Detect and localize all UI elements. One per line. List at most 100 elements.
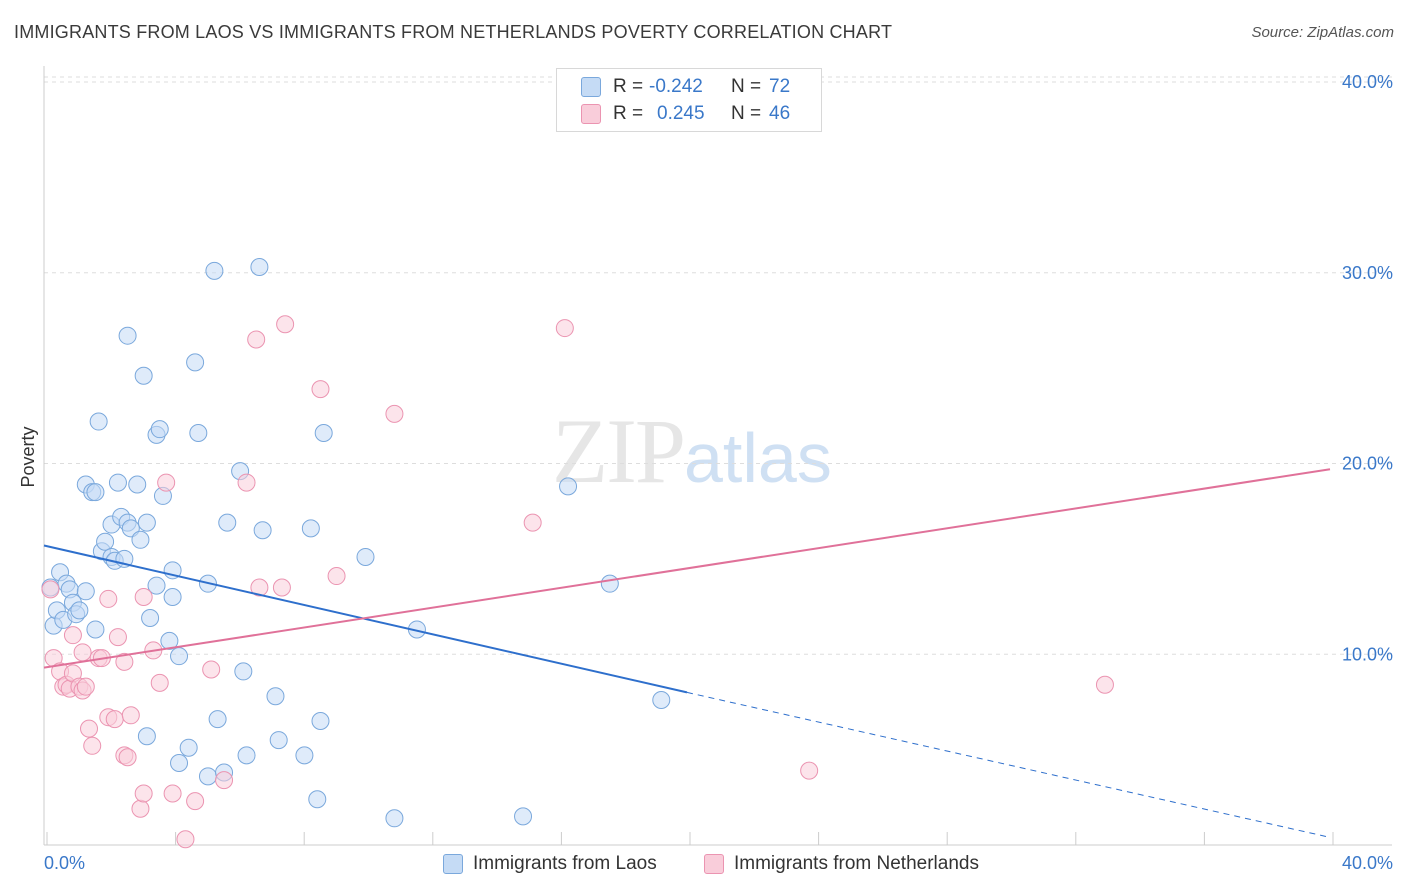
- point-laos: [559, 477, 578, 496]
- point-netherlands: [555, 319, 574, 338]
- point-netherlands: [157, 473, 176, 492]
- point-netherlands: [523, 513, 542, 532]
- legend-row-netherlands: R = 0.245 N = 46: [581, 102, 790, 126]
- point-netherlands: [311, 380, 330, 399]
- point-netherlands: [83, 736, 102, 755]
- legend-r-label: R =: [613, 76, 644, 97]
- point-netherlands: [63, 626, 82, 645]
- point-laos: [311, 712, 330, 731]
- point-netherlands: [327, 567, 346, 586]
- legend-swatch-laos: [581, 77, 601, 97]
- point-laos: [170, 647, 189, 666]
- point-netherlands: [202, 660, 221, 679]
- point-laos: [76, 582, 95, 601]
- series-netherlands-points: [41, 315, 1114, 849]
- point-netherlands: [121, 706, 140, 725]
- point-laos: [170, 753, 189, 772]
- point-netherlands: [108, 628, 127, 647]
- point-laos: [131, 530, 150, 549]
- point-laos: [150, 420, 169, 439]
- legend-swatch-netherlands: [581, 104, 601, 124]
- grid-lines: [44, 76, 1392, 655]
- point-laos: [253, 521, 272, 540]
- point-laos: [237, 746, 256, 765]
- legend-r-value-netherlands: 0.245: [657, 103, 705, 124]
- point-netherlands: [272, 578, 291, 597]
- point-laos: [652, 691, 671, 710]
- point-laos: [186, 353, 205, 372]
- tick-labels: 10.0% 20.0% 30.0% 40.0% 0.0% 40.0%: [44, 72, 1393, 873]
- point-netherlands: [385, 404, 404, 423]
- legend-row-laos: R = -0.242 N = 72: [581, 75, 790, 99]
- point-netherlands: [176, 830, 195, 849]
- point-laos: [163, 588, 182, 607]
- point-netherlands: [105, 710, 124, 729]
- trend-line-laos-extension: [686, 691, 1331, 838]
- point-laos: [118, 326, 137, 345]
- point-laos: [179, 738, 198, 757]
- y-tick-label: 30.0%: [1342, 263, 1393, 283]
- point-netherlands: [250, 578, 269, 597]
- point-netherlands: [131, 799, 150, 818]
- point-laos: [70, 601, 89, 620]
- point-laos: [205, 261, 224, 280]
- point-netherlands: [237, 473, 256, 492]
- bottom-legend-swatch-laos: [443, 854, 463, 874]
- point-netherlands: [134, 588, 153, 607]
- point-netherlands: [115, 652, 134, 671]
- legend-n-label: N =: [731, 103, 762, 124]
- point-laos: [137, 513, 156, 532]
- point-netherlands: [150, 673, 169, 692]
- x-tick-label: 0.0%: [44, 853, 85, 873]
- point-laos: [314, 423, 333, 442]
- point-netherlands: [215, 771, 234, 790]
- point-netherlands: [118, 748, 137, 767]
- x-tick-label: 40.0%: [1342, 853, 1393, 873]
- chart-title: IMMIGRANTS FROM LAOS VS IMMIGRANTS FROM …: [14, 22, 893, 42]
- point-netherlands: [41, 580, 60, 599]
- point-laos: [160, 631, 179, 650]
- axes: [43, 66, 1392, 846]
- point-laos: [128, 475, 147, 494]
- legend-n-value-netherlands: 46: [769, 103, 791, 124]
- legend-n-value-laos: 72: [769, 76, 791, 97]
- bottom-legend-swatch-netherlands: [704, 854, 724, 874]
- source-label: Source: ZipAtlas.com: [1251, 24, 1394, 41]
- point-netherlands: [186, 792, 205, 811]
- legend-r-label: R =: [613, 103, 644, 124]
- point-laos: [137, 727, 156, 746]
- y-tick-label: 40.0%: [1342, 72, 1393, 92]
- y-tick-label: 10.0%: [1342, 644, 1393, 664]
- point-netherlands: [134, 784, 153, 803]
- point-laos: [218, 513, 237, 532]
- point-laos: [514, 807, 533, 826]
- bottom-legend-netherlands: Immigrants from Netherlands: [704, 852, 979, 876]
- watermark-atlas: atlas: [684, 419, 832, 497]
- point-netherlands: [80, 719, 99, 738]
- point-laos: [134, 366, 153, 385]
- point-laos: [86, 483, 105, 502]
- point-netherlands: [276, 315, 295, 334]
- y-tick-label: 20.0%: [1342, 454, 1393, 474]
- point-laos: [89, 412, 108, 431]
- bottom-legend-label-laos: Immigrants from Laos: [473, 853, 657, 874]
- legend-n-label: N =: [731, 76, 762, 97]
- stats-legend: R = -0.242 N = 72 R = 0.245 N = 46: [556, 68, 822, 132]
- point-netherlands: [800, 761, 819, 780]
- point-netherlands: [1095, 675, 1114, 694]
- bottom-legend-label-netherlands: Immigrants from Netherlands: [734, 853, 979, 874]
- point-laos: [96, 532, 115, 551]
- point-laos: [295, 746, 314, 765]
- point-laos: [385, 809, 404, 828]
- point-laos: [86, 620, 105, 639]
- trend-lines: [43, 468, 1331, 838]
- point-laos: [147, 576, 166, 595]
- bottom-legend-laos: Immigrants from Laos: [443, 852, 657, 876]
- legend-r-value-laos: -0.242: [649, 76, 703, 97]
- point-laos: [198, 767, 217, 786]
- series-laos-points: [41, 258, 671, 828]
- point-netherlands: [247, 330, 266, 349]
- point-netherlands: [99, 589, 118, 608]
- point-laos: [141, 609, 160, 628]
